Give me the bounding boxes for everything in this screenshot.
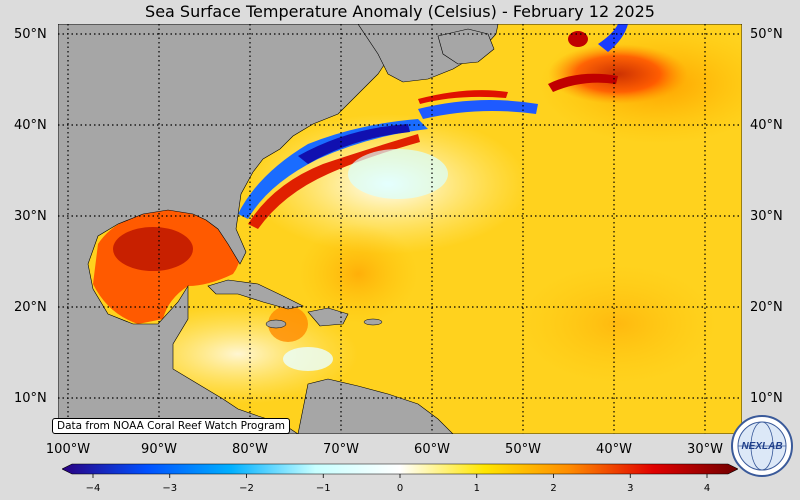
lat-label-left: 20°N [14,300,47,315]
colorbar-bar [62,463,738,475]
puerto-rico-land [363,318,383,326]
colorbar-tick-label: 2 [550,483,557,494]
colorbar-tick-label: 3 [627,483,634,494]
lat-label-right: 50°N [750,27,783,42]
lon-label: 60°W [414,442,450,457]
colorbar-tick-label: −2 [239,483,254,494]
nexlab-logo: NEXLAB [731,415,793,477]
lat-label-right: 20°N [750,300,783,315]
map-title: Sea Surface Temperature Anomaly (Celsius… [145,2,655,21]
data-credit: Data from NOAA Coral Reef Watch Program [52,418,290,434]
hispaniola-land [307,307,349,327]
lon-label: 40°W [596,442,632,457]
lon-label: 50°W [505,442,541,457]
logo-text: NEXLAB [741,441,782,452]
south-america-land [297,378,454,434]
lon-label: 80°W [232,442,268,457]
jamaica-land [265,319,287,329]
north-america-land [58,24,399,434]
lat-label-right: 10°N [750,391,783,406]
lon-label: 100°W [45,442,91,457]
colorbar-tick-label: 0 [396,483,404,494]
lat-label-left: 40°N [14,118,47,133]
colorbar-tick-label: 4 [703,483,711,494]
lat-label-left: 50°N [14,27,47,42]
lat-label-right: 30°N [750,209,783,224]
lat-label-left: 30°N [14,209,47,224]
lat-label-left: 10°N [14,391,47,406]
lon-label: 30°W [687,442,723,457]
lat-label-right: 40°N [750,118,783,133]
newfoundland-land [437,28,495,65]
colorbar-tick-label: 1 [473,483,480,494]
colorbar-tick-label: −3 [162,483,178,494]
colorbar-tick-label: −1 [315,483,331,494]
sst-anomaly-map [58,24,742,434]
colorbar [62,463,738,478]
lon-label: 70°W [323,442,359,457]
cuba-land [207,279,304,310]
colorbar-tick-label: −4 [85,483,101,494]
lon-label: 90°W [141,442,177,457]
graticule [58,24,742,434]
